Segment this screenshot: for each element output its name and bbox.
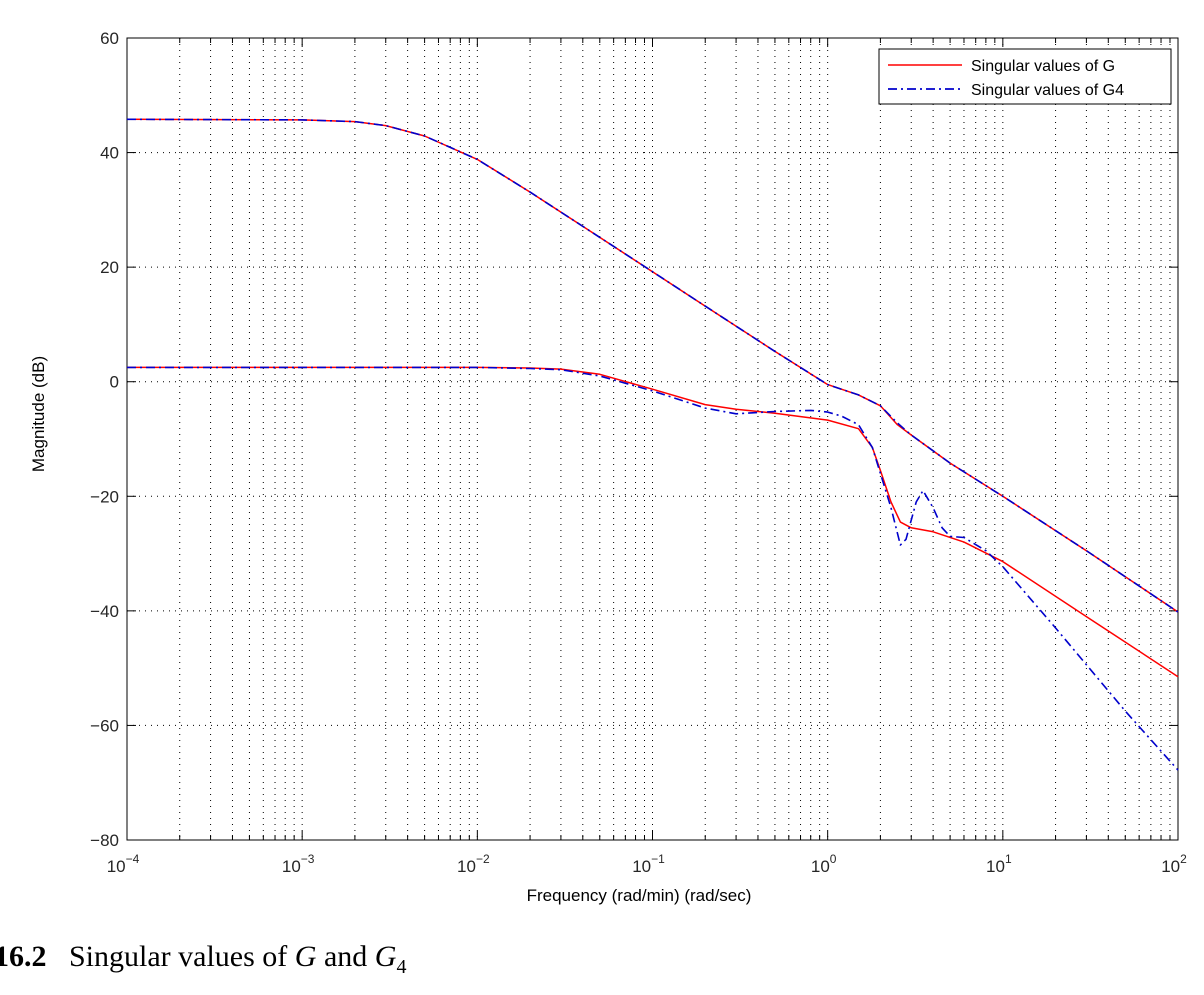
x-tick-label: 10−2 (457, 852, 490, 876)
grid-lines (127, 38, 1178, 840)
y-tick-label: 0 (110, 373, 119, 392)
x-tick-label: 102 (1161, 852, 1187, 876)
y-tick-label: −40 (90, 602, 119, 621)
x-tick-label: 10−3 (282, 852, 315, 876)
caption-symbol-g: G (294, 940, 317, 973)
legend-label-g4: Singular values of G4 (971, 82, 1124, 99)
caption-symbol-g4: G (374, 940, 397, 973)
figure-number: 16.2 (0, 940, 47, 973)
tick-marks (127, 37, 1178, 841)
x-tick-label: 10−4 (107, 852, 140, 876)
y-tick-label: −60 (90, 716, 119, 735)
caption-symbol-g4-subscript: 4 (396, 956, 407, 978)
x-tick-label: 10−1 (632, 852, 665, 876)
legend-box (878, 48, 1172, 105)
y-tick-label: 20 (100, 258, 119, 277)
x-tick-label: 101 (986, 852, 1012, 876)
y-axis-label: Magnitude (dB) (29, 356, 48, 472)
caption-joiner: and (323, 940, 368, 973)
series-line-g-lower (127, 366, 1179, 678)
y-tick-labels: 60 40 20 0 −20 −40 −60 −80 (90, 29, 119, 850)
y-tick-label: −20 (90, 487, 119, 506)
series-curves (126, 118, 1179, 771)
x-tick-label: 100 (811, 852, 837, 876)
x-tick-labels: 10−4 10−3 10−2 10−1 100 101 102 (107, 852, 1187, 876)
legend-label-g: Singular values of G (971, 58, 1115, 75)
series-line-g4-lower (127, 366, 1179, 771)
y-tick-label: 40 (100, 144, 119, 163)
y-tick-label: −80 (90, 831, 119, 850)
figure-caption: 16.2 Singular values of G and G4 (0, 940, 406, 979)
y-tick-label: 60 (100, 29, 119, 48)
caption-text: Singular values of (69, 940, 288, 973)
series-line-g-upper (126, 118, 1179, 613)
x-axis-label: Frequency (rad/min) (rad/sec) (527, 886, 752, 905)
legend: Singular values of G Singular values of … (878, 48, 1172, 105)
series-line-g4-upper (126, 118, 1179, 613)
